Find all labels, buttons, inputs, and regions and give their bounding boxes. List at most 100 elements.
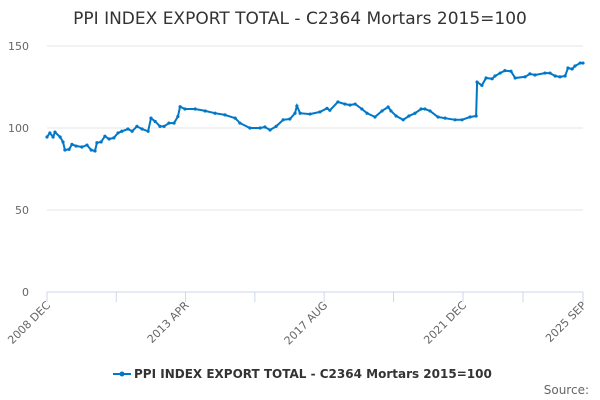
data-point (70, 142, 74, 146)
data-point (120, 129, 124, 133)
y-tick-label: 0 (22, 286, 29, 299)
data-point (298, 111, 302, 115)
data-point (578, 61, 582, 65)
data-point (573, 64, 577, 68)
data-point (126, 127, 130, 131)
x-tick-label: 2008 DEC (5, 299, 53, 347)
data-point (107, 137, 111, 141)
data-point (103, 134, 107, 138)
data-point (336, 100, 340, 104)
data-point (135, 124, 139, 128)
y-tick-label: 50 (15, 204, 29, 217)
data-point (53, 130, 57, 134)
data-point (263, 125, 267, 129)
data-point (386, 105, 390, 109)
data-point (563, 74, 567, 78)
data-point (140, 127, 144, 131)
legend-marker (119, 371, 125, 377)
data-point (238, 121, 242, 125)
data-point (281, 118, 285, 122)
data-point (365, 111, 369, 115)
data-point (503, 69, 507, 73)
data-point (581, 61, 585, 65)
data-point (89, 148, 93, 152)
data-point (178, 105, 182, 109)
data-point (493, 74, 497, 78)
data-point (394, 114, 398, 118)
legend-label[interactable]: PPI INDEX EXPORT TOTAL - C2364 Mortars 2… (134, 367, 492, 381)
data-point (428, 109, 432, 113)
data-point (258, 126, 262, 130)
data-point (558, 75, 562, 79)
data-point (48, 131, 52, 135)
data-point (51, 135, 55, 139)
data-point (95, 141, 99, 145)
data-point (353, 102, 357, 106)
data-point (513, 76, 517, 80)
data-point (167, 121, 171, 125)
data-point (293, 111, 297, 115)
data-point (566, 66, 570, 70)
data-point (213, 111, 217, 115)
data-point (548, 71, 552, 75)
x-tick-label: 2025 SEP (543, 299, 589, 345)
data-point (570, 67, 574, 71)
data-point (401, 118, 405, 122)
data-point (130, 129, 134, 133)
y-tick-label: 100 (8, 122, 29, 135)
data-point (360, 107, 364, 111)
data-point (343, 102, 347, 106)
data-point (67, 147, 71, 151)
data-point (389, 109, 393, 113)
legend[interactable]: PPI INDEX EXPORT TOTAL - C2364 Mortars 2… (113, 367, 492, 381)
data-point (248, 126, 252, 130)
data-point (318, 110, 322, 114)
data-point (460, 118, 464, 122)
x-tick-label: 2017 AUG (282, 299, 331, 348)
data-point (498, 71, 502, 75)
data-point (274, 124, 278, 128)
data-point (112, 136, 116, 140)
data-point (509, 69, 513, 73)
data-point (149, 116, 153, 120)
data-point (523, 75, 527, 79)
data-point (373, 115, 377, 119)
data-point (325, 106, 329, 110)
data-point (348, 103, 352, 107)
data-point (443, 116, 447, 120)
data-point (423, 107, 427, 111)
data-point (474, 114, 478, 118)
data-point (533, 73, 537, 77)
chart-title: PPI INDEX EXPORT TOTAL - C2364 Mortars 2… (73, 9, 527, 29)
data-point (308, 112, 312, 116)
x-tick-label: 2013 APR (145, 299, 192, 346)
data-point (484, 76, 488, 80)
data-point (45, 135, 49, 139)
data-point (63, 148, 67, 152)
data-point (203, 109, 207, 113)
data-point (407, 114, 411, 118)
data-point (61, 140, 65, 144)
data-point (162, 124, 166, 128)
data-point (193, 107, 197, 111)
data-point (146, 129, 150, 133)
series-line (46, 62, 583, 153)
data-point (85, 143, 89, 147)
data-point (153, 119, 157, 124)
data-point (543, 71, 547, 75)
data-point (490, 77, 494, 81)
data-point (288, 117, 292, 121)
data-point (475, 80, 479, 84)
data-point (528, 72, 532, 76)
data-point (116, 131, 120, 135)
data-point (380, 109, 384, 113)
data-point (453, 118, 457, 122)
data-point (480, 83, 484, 87)
y-tick-label: 150 (8, 40, 29, 53)
data-point (183, 107, 187, 111)
data-point (158, 124, 162, 128)
data-point (223, 113, 227, 117)
data-point (233, 116, 237, 120)
data-point (74, 144, 78, 148)
